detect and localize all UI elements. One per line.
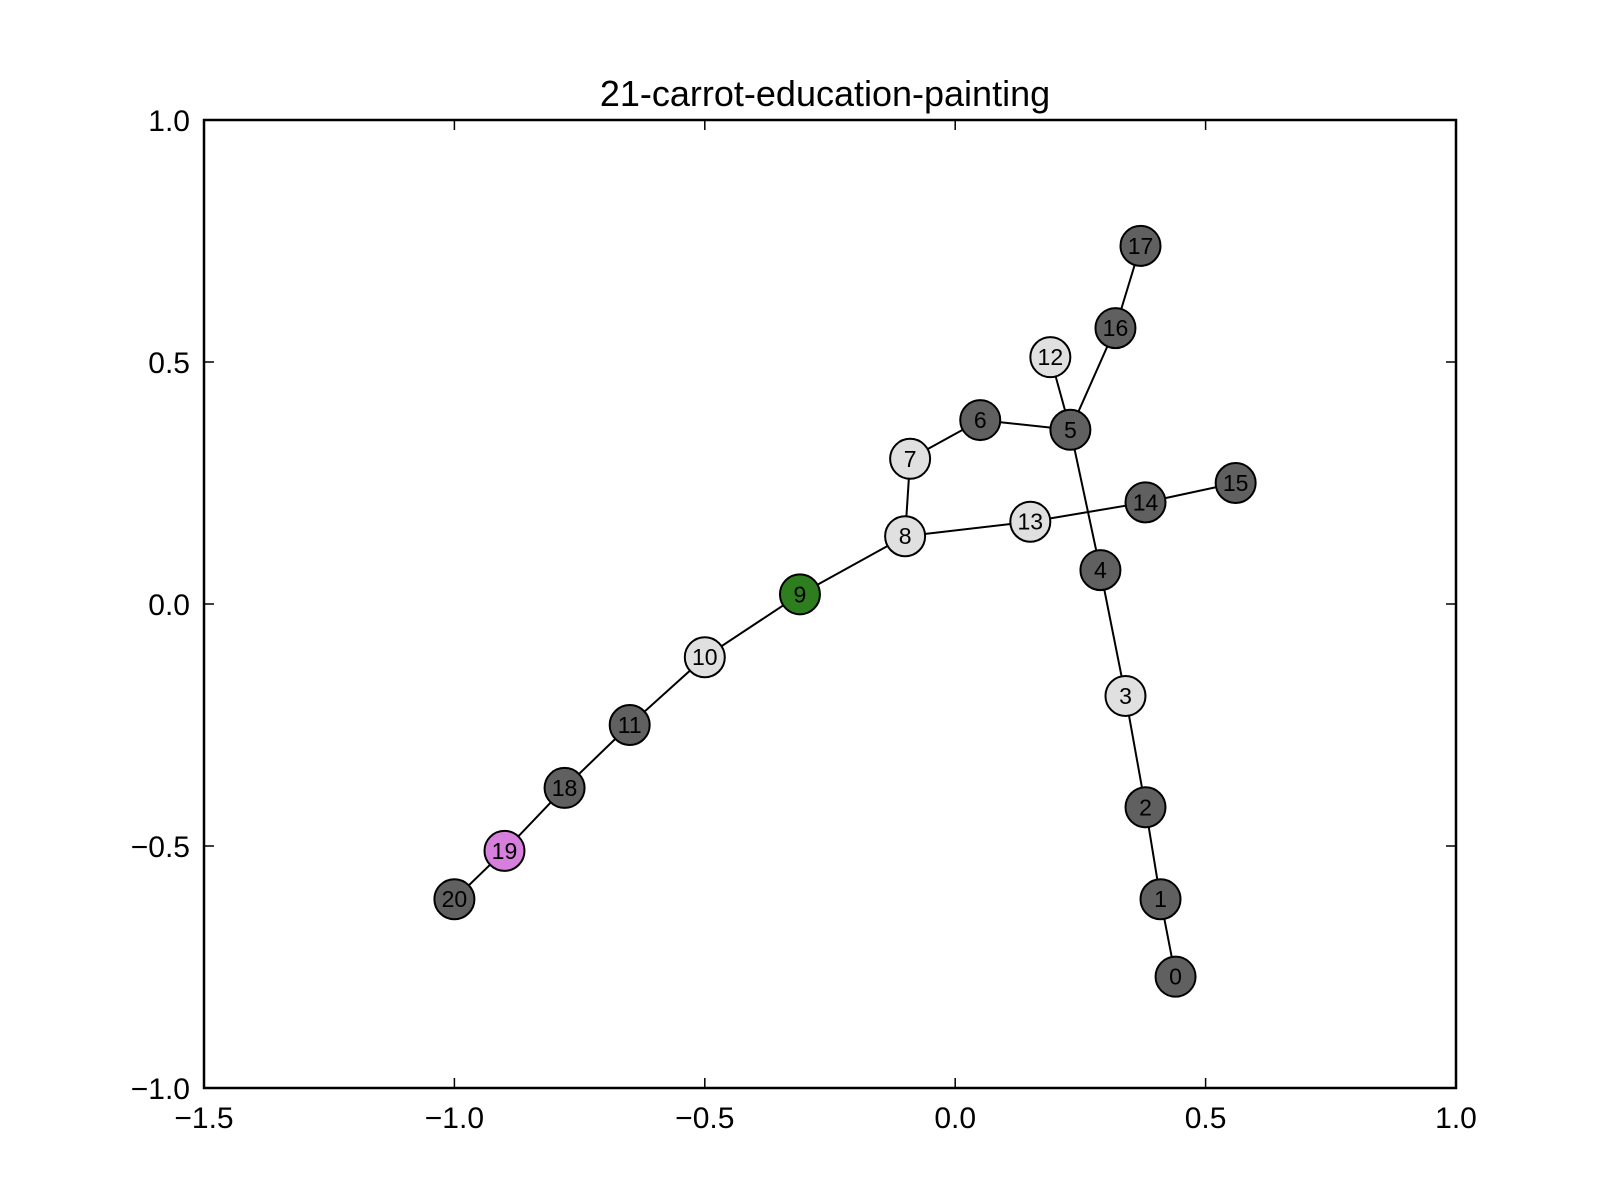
axes-layer: −1.5 −1.0 −0.5 0.0 0.5 1.0−1.0−0.50.00.51.0 — [131, 105, 1477, 1135]
node-3 — [1104, 674, 1147, 717]
y-tick-label-1: −0.5 — [131, 831, 190, 864]
node-label-0: 0 — [1169, 964, 1182, 990]
node-8 — [884, 515, 927, 558]
plot-frame — [202, 118, 1458, 1090]
node-label-18: 18 — [552, 775, 578, 801]
node-label-17: 17 — [1128, 233, 1154, 259]
edge-3-4 — [1099, 569, 1127, 697]
x-tick-label-3: 0.0 — [934, 1102, 976, 1135]
node-11 — [608, 704, 651, 746]
x-tick-label-4: 0.5 — [1185, 1102, 1227, 1135]
x-tick-label-2: −0.5 — [675, 1102, 734, 1135]
x-tick-label-5: 1.0 — [1435, 1102, 1477, 1135]
node-17 — [1119, 224, 1162, 267]
node-9 — [778, 573, 821, 616]
node-label-15: 15 — [1223, 470, 1249, 496]
node-label-5: 5 — [1064, 417, 1077, 443]
node-13 — [1009, 500, 1052, 543]
node-label-20: 20 — [442, 886, 468, 912]
node-label-9: 9 — [794, 581, 807, 607]
node-19 — [483, 829, 526, 872]
node-10 — [683, 636, 726, 679]
node-label-10: 10 — [692, 644, 718, 670]
node-1 — [1139, 878, 1182, 921]
node-label-4: 4 — [1094, 557, 1107, 583]
node-label-1: 1 — [1154, 886, 1167, 912]
node-label-14: 14 — [1133, 489, 1159, 515]
node-18 — [543, 766, 586, 809]
node-6 — [959, 399, 1002, 442]
node-label-2: 2 — [1139, 794, 1152, 820]
node-14 — [1124, 481, 1167, 524]
node-5 — [1049, 408, 1092, 451]
node-2 — [1124, 786, 1167, 829]
y-tick-label-4: 1.0 — [148, 105, 190, 138]
node-16 — [1094, 307, 1137, 350]
x-tick-label-0: −1.5 — [174, 1102, 233, 1135]
node-label-13: 13 — [1018, 509, 1044, 535]
node-15 — [1214, 462, 1257, 504]
node-label-7: 7 — [904, 446, 917, 472]
node-4 — [1079, 549, 1122, 592]
edge-8-13 — [905, 520, 1031, 538]
x-tick-label-1: −1.0 — [425, 1102, 484, 1135]
node-label-6: 6 — [974, 407, 987, 433]
node-label-19: 19 — [492, 838, 518, 864]
chart-title: 21-carrot-education-painting — [600, 73, 1050, 114]
node-12 — [1029, 336, 1072, 379]
y-tick-label-2: 0.0 — [148, 589, 190, 622]
node-label-11: 11 — [618, 712, 642, 738]
node-label-8: 8 — [899, 523, 912, 549]
node-7 — [889, 437, 932, 480]
node-label-16: 16 — [1103, 315, 1129, 341]
edge-4-5 — [1069, 429, 1102, 571]
node-20 — [433, 878, 476, 921]
node-label-3: 3 — [1119, 683, 1132, 709]
node-0 — [1154, 955, 1197, 998]
node-label-12: 12 — [1038, 344, 1064, 370]
y-tick-label-0: −1.0 — [131, 1073, 190, 1106]
y-tick-label-3: 0.5 — [148, 347, 190, 380]
edges-layer — [453, 245, 1236, 977]
